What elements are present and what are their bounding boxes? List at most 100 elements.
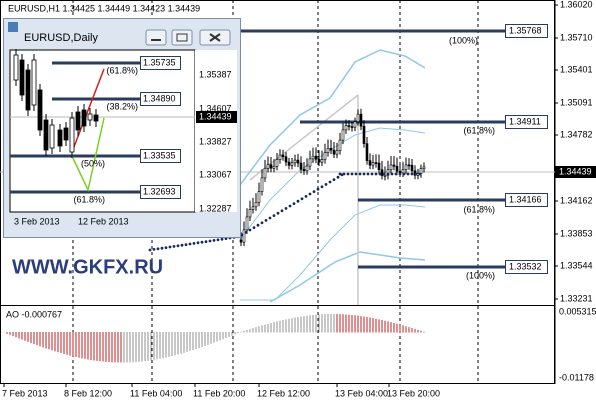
sar-dot [248,228,252,232]
fibo-trend [71,117,105,193]
candle-body [341,129,345,141]
sar-dot [176,244,180,248]
candle-body [81,109,87,127]
candle-body [293,159,297,164]
level-price-box [505,193,548,207]
candle-body [254,201,258,208]
sar-dot [402,172,406,176]
candle-body [389,164,393,171]
time-label: 7 Feb 2013 [2,388,48,398]
level-percent: (61.8%) [106,65,138,75]
level-percent: (100%) [449,35,478,45]
candle-body [308,158,312,167]
price-label: 1.35710 [560,32,593,42]
fibo-trend [71,68,105,153]
candle-body [287,161,291,166]
sar-dot [414,172,418,176]
price-label: 1.34162 [560,195,593,205]
maximize-icon [176,33,188,42]
sar-dot [280,209,284,213]
sar-dot [308,192,312,196]
sar-dot [362,172,366,176]
level-price-box [140,185,181,199]
candle-body [75,111,81,131]
candle-body [404,164,408,170]
inset-candles [13,49,99,158]
candle-body [275,159,279,167]
inset-time-label: 3 Feb 2013 [14,216,60,226]
level-percent: (50%) [81,158,105,168]
candle-body [269,164,273,169]
candle-body [314,155,318,160]
candle-body [335,150,339,155]
candle-body [296,159,300,164]
time-axis: 7 Feb 2013 8 Feb 12:00 11 Feb 04:00 11 Feb … [2,384,440,398]
candle-body [347,125,351,127]
level-price: 1.33535 [143,150,176,160]
minimize-button[interactable] [145,29,167,46]
candle-body [302,168,306,172]
sar-dot [350,172,354,176]
level-price-box [505,260,548,274]
candle-body [43,119,49,151]
candle-body [323,152,327,160]
maximize-button[interactable] [171,29,193,46]
sar-dot [260,221,264,225]
sar-dot [256,223,260,227]
candle-body [260,177,264,192]
sar-dot [358,172,362,176]
candle-body [299,162,303,170]
time-label: 13 Feb 04:00 [335,388,388,398]
level-price: 1.33532 [509,261,542,271]
inset-level-labels: 1.35735 (61.8%) 1.34890 (38.2%) 1.33535 (50%)… [73,56,181,204]
level-percent: (61.8%) [463,204,495,214]
level-price: 1.35768 [509,25,542,35]
price-label: 1.33231 [560,293,593,303]
level-percent: (61.8%) [73,194,105,204]
sar-dot [370,172,374,176]
candle-body [350,126,354,128]
time-label: 13 Feb 20:00 [387,388,440,398]
candle-body [407,164,411,167]
candle-body [57,129,63,147]
sar-dot [268,216,272,220]
candle-body [374,162,378,164]
candle-body [401,169,405,174]
candle-body [332,149,336,155]
candle-body [317,158,321,163]
inset-title: EURUSD,Daily [24,32,98,44]
level-price: 1.34890 [143,93,176,103]
time-label: 12 Feb 12:00 [257,388,310,398]
level-price: 1.32693 [143,186,176,196]
sar-dot [200,240,204,244]
level-price-box [140,149,181,163]
candle-body [49,124,55,149]
sar-dot [276,211,280,215]
outer-lower-band [269,251,426,303]
sar-dot [168,245,172,249]
current-price-box [555,166,596,178]
price-label: 1.33544 [560,260,593,270]
candle-body [272,165,276,169]
sar-dot [312,190,316,194]
sar-dot [284,207,288,210]
inset-price-label: 1.35387 [199,69,232,79]
sar-dot [204,240,208,244]
candle-body [383,175,387,177]
time-label: 11 Feb 04:00 [130,388,182,398]
candle-body [87,113,93,121]
sar-dot [338,172,342,176]
sar-dot [378,172,382,176]
inset-price-label: 1.33827 [199,136,232,146]
candle-body [395,165,399,172]
sar-dot [220,237,224,241]
inset-time-label: 12 Feb 2013 [78,216,129,226]
candle-body [356,113,360,122]
candle-body [13,54,19,81]
candle-body [290,162,294,166]
candle-body [344,125,348,131]
candle-body [242,229,246,243]
sar-dot [148,248,152,252]
inset-price-label: 1.33067 [199,169,232,179]
